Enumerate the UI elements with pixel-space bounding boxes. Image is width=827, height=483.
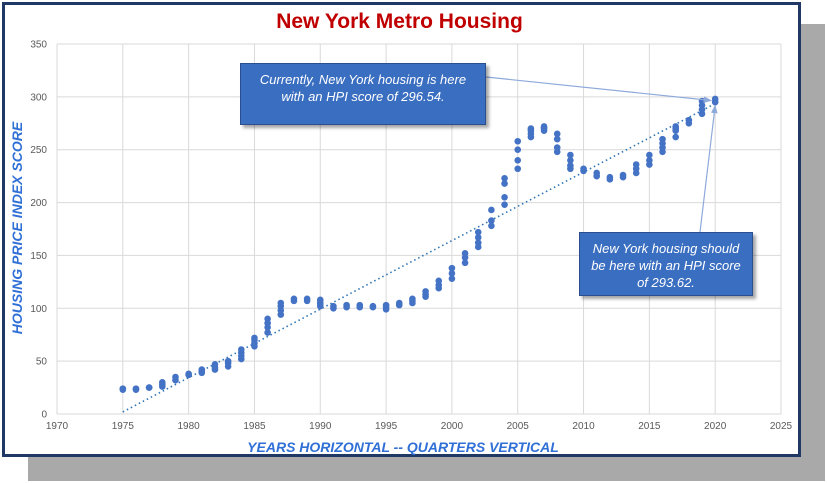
trendline xyxy=(122,102,716,413)
x-tick-label: 1985 xyxy=(243,421,266,432)
data-point xyxy=(619,171,627,179)
x-tick-label: 2025 xyxy=(770,421,793,432)
data-point xyxy=(553,130,561,138)
callout-arrow-expected xyxy=(699,104,718,233)
data-point xyxy=(316,296,324,304)
x-axis-label: YEARS HORIZONTAL -- QUARTERS VERTICAL xyxy=(247,439,559,455)
y-tick-label: 150 xyxy=(30,251,47,262)
y-tick-label: 250 xyxy=(30,145,47,156)
x-tick-label: 2005 xyxy=(507,421,530,432)
data-point xyxy=(211,361,219,368)
data-point xyxy=(290,295,298,303)
data-point xyxy=(382,301,390,309)
data-point xyxy=(435,277,443,285)
callout-current: Currently, New York housing is here with… xyxy=(240,63,486,125)
data-point xyxy=(159,378,166,386)
data-point xyxy=(514,156,522,164)
data-point xyxy=(461,259,469,267)
x-tick-label: 1995 xyxy=(375,421,398,432)
data-point xyxy=(185,370,192,378)
data-point xyxy=(685,116,693,124)
data-point xyxy=(343,301,350,309)
data-point xyxy=(646,151,653,159)
y-tick-label: 350 xyxy=(30,40,47,51)
data-point xyxy=(501,180,508,187)
data-point xyxy=(474,228,482,236)
data-point xyxy=(488,206,495,214)
data-point xyxy=(277,299,285,307)
data-point xyxy=(224,357,232,365)
data-point xyxy=(422,288,429,295)
data-point xyxy=(501,193,508,201)
data-point xyxy=(409,295,416,303)
data-point xyxy=(251,334,258,342)
data-point xyxy=(501,201,508,208)
x-tick-label: 2020 xyxy=(704,421,727,432)
data-point xyxy=(448,264,456,272)
data-point xyxy=(540,123,548,130)
data-point xyxy=(474,234,482,241)
data-point xyxy=(172,373,179,381)
data-point xyxy=(527,125,535,132)
data-point xyxy=(659,135,666,143)
data-point xyxy=(488,222,495,230)
data-point xyxy=(264,329,271,336)
y-tick-label: 50 xyxy=(36,357,48,368)
data-point xyxy=(132,385,140,392)
data-point xyxy=(593,169,601,177)
data-point xyxy=(567,151,574,159)
data-point xyxy=(448,270,456,277)
data-point xyxy=(474,239,482,247)
y-tick-label: 100 xyxy=(30,304,47,315)
data-point xyxy=(461,250,469,257)
data-point xyxy=(553,148,561,156)
data-point xyxy=(395,299,403,307)
data-point xyxy=(672,133,679,141)
data-point xyxy=(632,161,640,168)
data-point xyxy=(606,173,614,181)
data-point xyxy=(264,315,271,323)
y-tick-label: 300 xyxy=(30,92,47,103)
y-axis-label: HOUSING PRICE INDEX SCORE xyxy=(9,121,25,334)
data-point xyxy=(303,295,311,303)
data-point xyxy=(119,385,127,392)
chart-title: New York Metro Housing xyxy=(276,10,523,33)
data-point xyxy=(514,137,522,145)
x-tick-label: 2000 xyxy=(441,421,464,432)
data-point xyxy=(488,217,495,224)
x-tick-label: 1980 xyxy=(178,421,201,432)
x-tick-label: 2015 xyxy=(638,421,661,432)
x-tick-label: 2010 xyxy=(572,421,595,432)
data-point xyxy=(672,123,679,130)
data-point xyxy=(501,174,508,182)
data-point xyxy=(145,384,153,391)
y-tick-label: 0 xyxy=(41,410,47,421)
data-point xyxy=(580,165,587,173)
data-point xyxy=(514,146,522,154)
data-point xyxy=(330,302,337,310)
y-tick-label: 200 xyxy=(30,198,47,209)
data-point xyxy=(567,156,574,164)
data-point xyxy=(567,165,574,173)
data-point xyxy=(646,156,653,164)
data-point xyxy=(711,95,719,103)
x-tick-label: 1990 xyxy=(309,421,332,432)
data-point xyxy=(369,302,377,310)
x-tick-label: 1970 xyxy=(46,421,69,432)
data-point xyxy=(198,366,206,373)
data-point xyxy=(356,301,364,309)
data-point xyxy=(448,275,456,282)
data-point xyxy=(553,135,561,143)
callout-arrow-current xyxy=(485,76,713,104)
data-point xyxy=(514,165,522,173)
x-tick-label: 1975 xyxy=(112,421,135,432)
data-point xyxy=(237,346,245,353)
callout-expected: New York housing should be here with an … xyxy=(579,232,753,296)
